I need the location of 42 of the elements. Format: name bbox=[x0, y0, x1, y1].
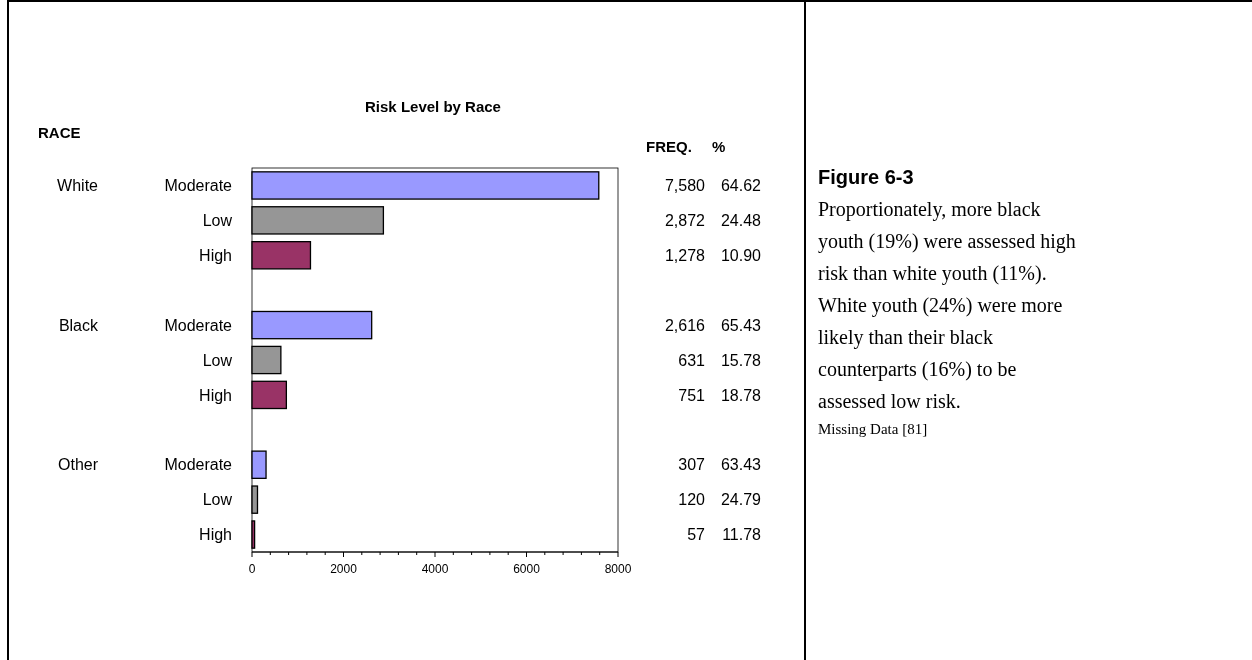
y-tick-label: Moderate bbox=[164, 177, 233, 195]
y-tick-label: High bbox=[199, 246, 232, 264]
caption: Figure 6-3 bbox=[818, 166, 914, 188]
text: Black bbox=[58, 316, 99, 334]
text: 10.90 bbox=[720, 246, 762, 264]
data-label: 307 bbox=[678, 456, 706, 474]
y-tick-label: Moderate bbox=[164, 456, 233, 474]
y-tick-label: Low bbox=[202, 211, 233, 229]
text: 24.79 bbox=[720, 491, 762, 509]
text: Missing Data [81] bbox=[818, 421, 928, 437]
text: 15.78 bbox=[720, 351, 762, 369]
y-tick-label: Moderate bbox=[164, 316, 233, 334]
x-tick-label: 2000 bbox=[330, 562, 358, 576]
text: % bbox=[712, 138, 726, 155]
text: 11.78 bbox=[722, 526, 762, 544]
data-label: 631 bbox=[678, 351, 706, 369]
x-tick-label: 0 bbox=[248, 562, 256, 576]
text: 64.62 bbox=[720, 177, 762, 195]
data-label: 1,278 bbox=[664, 246, 706, 264]
x-tick-label: 6000 bbox=[513, 562, 541, 576]
data-label: 751 bbox=[678, 386, 706, 404]
y-tick-label: Low bbox=[202, 491, 233, 509]
x-tick-label: 8000 bbox=[604, 562, 632, 576]
text: 65.43 bbox=[720, 316, 762, 334]
data-label: 7,580 bbox=[664, 177, 706, 195]
data-label: 120 bbox=[678, 491, 706, 509]
text: FREQ. bbox=[646, 138, 692, 155]
text: 24.48 bbox=[720, 211, 762, 229]
y-tick-label: Low bbox=[202, 351, 233, 369]
x-tick-label: 4000 bbox=[421, 562, 449, 576]
text: 63.43 bbox=[720, 456, 762, 474]
y-tick-label: High bbox=[199, 526, 232, 544]
y-tick-label: High bbox=[199, 386, 232, 404]
data-label: 2,616 bbox=[664, 316, 706, 334]
text: RACE bbox=[38, 124, 81, 141]
chart-title: Risk Level by Race bbox=[365, 98, 501, 115]
text: 18.78 bbox=[720, 386, 762, 404]
data-label: 57 bbox=[687, 526, 706, 544]
data-label: 2,872 bbox=[664, 211, 706, 229]
text: White bbox=[57, 177, 99, 195]
text: Other bbox=[57, 456, 99, 474]
text: Proportionately, more black youth (19%) were assessed high risk than white youth (11%). White youth (24%) were more likely than their black counterparts (16%) to be assessed low risk. bbox=[818, 198, 1076, 412]
